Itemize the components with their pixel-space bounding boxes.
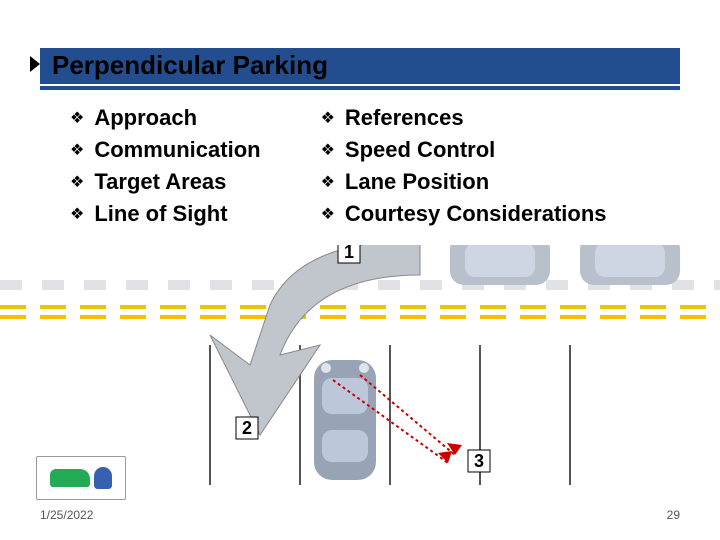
footer-date: 1/25/2022 [40,508,93,522]
parking-diagram: 1 2 3 [0,245,720,485]
slide: Perpendicular Parking ❖ Approach ❖ Commu… [0,0,720,540]
diamond-icon: ❖ [70,140,84,160]
bullet-item: ❖ Approach [70,105,261,131]
logo-bell-icon [94,467,112,489]
bullet-text: References [345,105,464,131]
diamond-icon: ❖ [70,172,84,192]
bullet-item: ❖ Line of Sight [70,201,261,227]
parked-car-icon [314,360,376,480]
top-car-icon [580,245,680,285]
label-3: 3 [474,451,484,471]
bullet-text: Line of Sight [94,201,227,227]
diamond-icon: ❖ [321,172,335,192]
bullet-col-left: ❖ Approach ❖ Communication ❖ Target Area… [70,105,261,227]
label-1: 1 [344,245,354,262]
diamond-icon: ❖ [70,108,84,128]
bullet-text: Approach [94,105,197,131]
bullet-item: ❖ Lane Position [321,169,607,195]
bullet-item: ❖ Speed Control [321,137,607,163]
title-underline [40,86,680,90]
bullet-item: ❖ Courtesy Considerations [321,201,607,227]
title-arrow-icon [30,56,40,72]
diamond-icon: ❖ [321,108,335,128]
top-car-icon [450,245,550,285]
page-title: Perpendicular Parking [52,50,328,81]
logo-car-icon [50,469,90,487]
bullet-item: ❖ Target Areas [70,169,261,195]
bullet-text: Speed Control [345,137,495,163]
bullet-text: Target Areas [94,169,226,195]
bullet-text: Lane Position [345,169,489,195]
diamond-icon: ❖ [321,204,335,224]
bullet-text: Communication [94,137,260,163]
diamond-icon: ❖ [321,140,335,160]
bullet-col-right: ❖ References ❖ Speed Control ❖ Lane Posi… [321,105,607,227]
footer-logo [36,456,126,500]
bullet-item: ❖ Communication [70,137,261,163]
bullet-columns: ❖ Approach ❖ Communication ❖ Target Area… [70,105,607,227]
diamond-icon: ❖ [70,204,84,224]
bullet-text: Courtesy Considerations [345,201,607,227]
bullet-item: ❖ References [321,105,607,131]
label-2: 2 [242,418,252,438]
footer-page: 29 [667,508,680,522]
